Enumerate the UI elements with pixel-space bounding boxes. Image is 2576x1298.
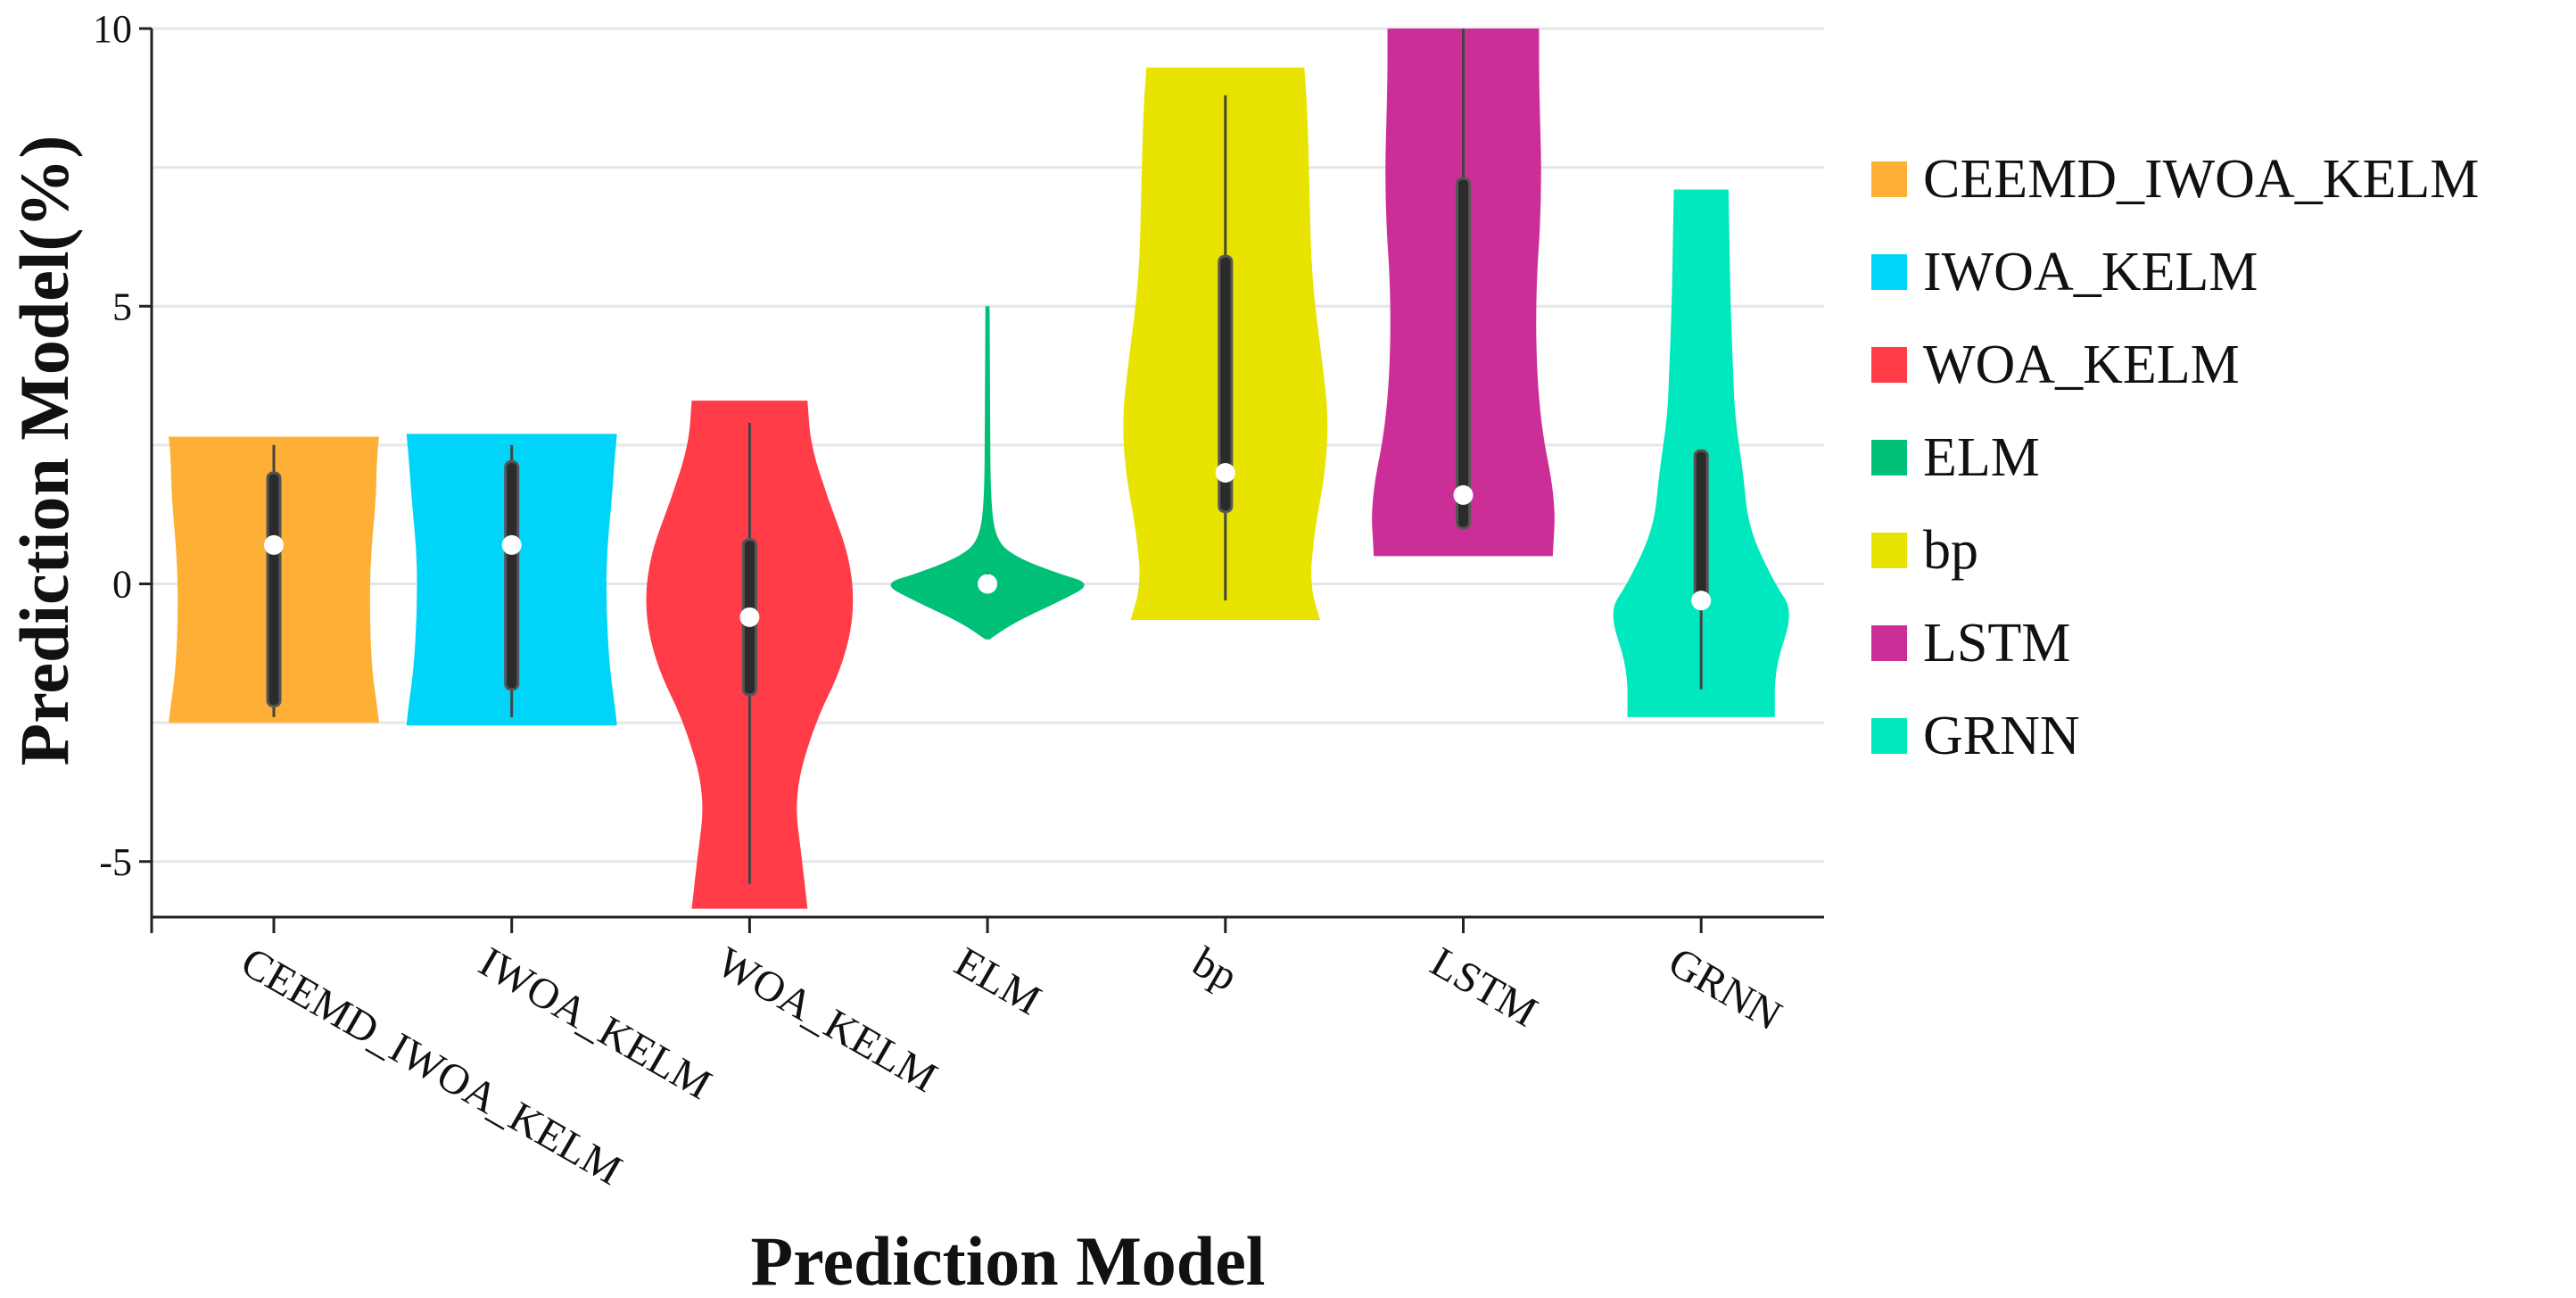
x-tick-label: CEEMD_IWOA_KELM [234, 938, 630, 1195]
legend-label-elm: ELM [1923, 427, 2040, 488]
median-point-lstm [1453, 484, 1474, 505]
median-point-elm [978, 574, 998, 594]
legend-swatch-elm [1871, 440, 1907, 475]
legend-swatch-woa_kelm [1871, 347, 1907, 383]
x-axis-title: Prediction Model [751, 1222, 1266, 1298]
y-tick-label: 0 [112, 563, 132, 607]
legend-label-woa_kelm: WOA_KELM [1923, 335, 2240, 395]
legend: CEEMD_IWOA_KELM IWOA_KELM WOA_KELM ELM bp LST… [1871, 149, 2479, 766]
x-tick-label: bp [1185, 938, 1245, 1001]
legend-label-ceemd_iwoa_kelm: CEEMD_IWOA_KELM [1923, 149, 2479, 210]
iqr-box-iwoa_kelm [504, 460, 520, 691]
median-point-woa_kelm [739, 607, 760, 627]
y-axis-title: Prediction Model(%) [5, 136, 83, 766]
legend-swatch-iwoa_kelm [1871, 254, 1907, 290]
iqr-box-ceemd_iwoa_kelm [266, 471, 282, 707]
median-point-iwoa_kelm [501, 534, 522, 555]
iqr-box-bp [1218, 254, 1234, 514]
y-tick-label: -5 [99, 840, 132, 884]
violins [169, 29, 1789, 909]
x-tick-label: LSTM [1423, 938, 1545, 1037]
legend-swatch-ceemd_iwoa_kelm [1871, 161, 1907, 197]
legend-swatch-bp [1871, 533, 1907, 568]
y-tick-label: 5 [112, 285, 132, 328]
legend-swatch-grnn [1871, 718, 1907, 754]
iqr-box-grnn [1693, 449, 1709, 602]
x-tick-label: GRNN [1661, 938, 1789, 1040]
x-tick-label: ELM [947, 938, 1049, 1025]
legend-label-lstm: LSTM [1923, 613, 2070, 674]
median-point-ceemd_iwoa_kelm [264, 534, 284, 555]
violin-elm [890, 306, 1085, 640]
median-point-grnn [1691, 591, 1712, 611]
iqr-box-lstm [1456, 177, 1471, 530]
legend-label-iwoa_kelm: IWOA_KELM [1923, 242, 2258, 302]
legend-swatch-lstm [1871, 625, 1907, 661]
median-point-bp [1215, 463, 1235, 483]
x-tick-label: WOA_KELM [709, 938, 945, 1102]
y-tick-label: 10 [93, 7, 132, 51]
legend-label-grnn: GRNN [1923, 706, 2080, 766]
legend-label-bp: bp [1923, 520, 1978, 581]
